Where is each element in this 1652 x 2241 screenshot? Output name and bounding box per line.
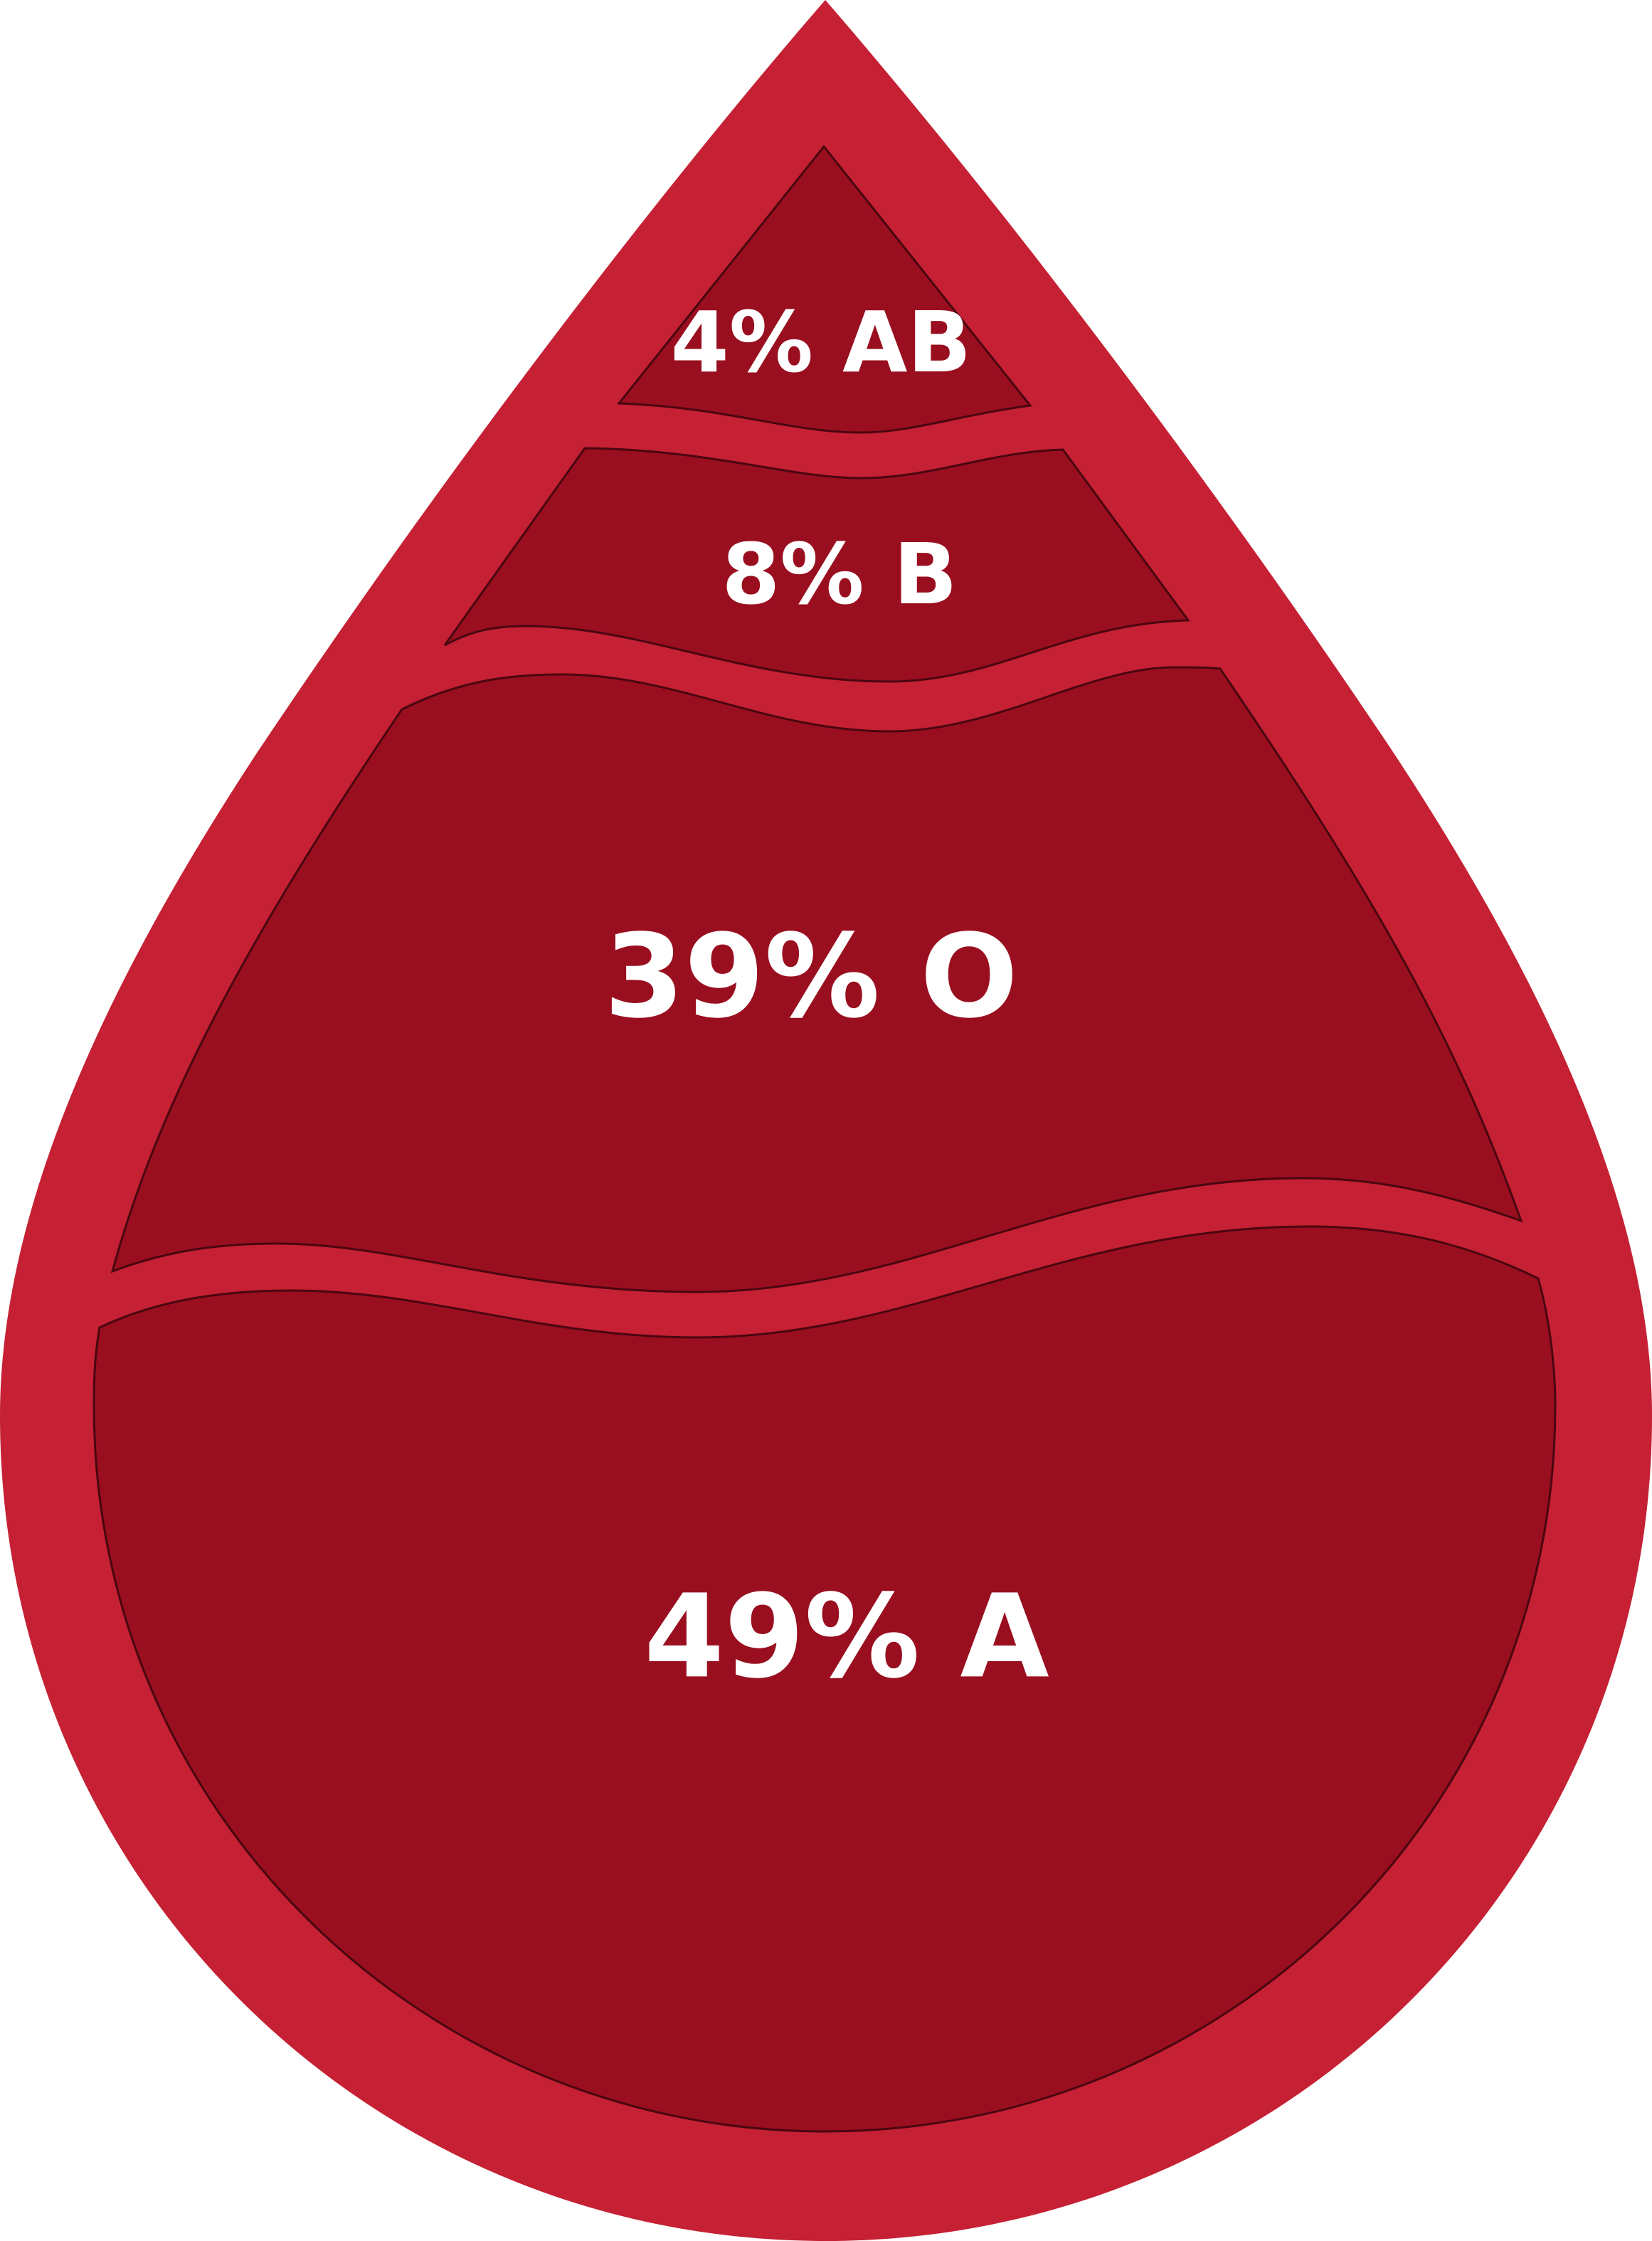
label-b: 8% B: [721, 525, 957, 623]
segment-ab: [616, 144, 1032, 434]
label-ab: 4% AB: [671, 293, 972, 391]
label-o: 39% O: [604, 910, 1018, 1044]
segment-o: [110, 666, 1523, 1293]
segment-a: [92, 1225, 1557, 2133]
label-a: 49% A: [644, 1570, 1049, 1704]
segment-b: [443, 447, 1190, 683]
